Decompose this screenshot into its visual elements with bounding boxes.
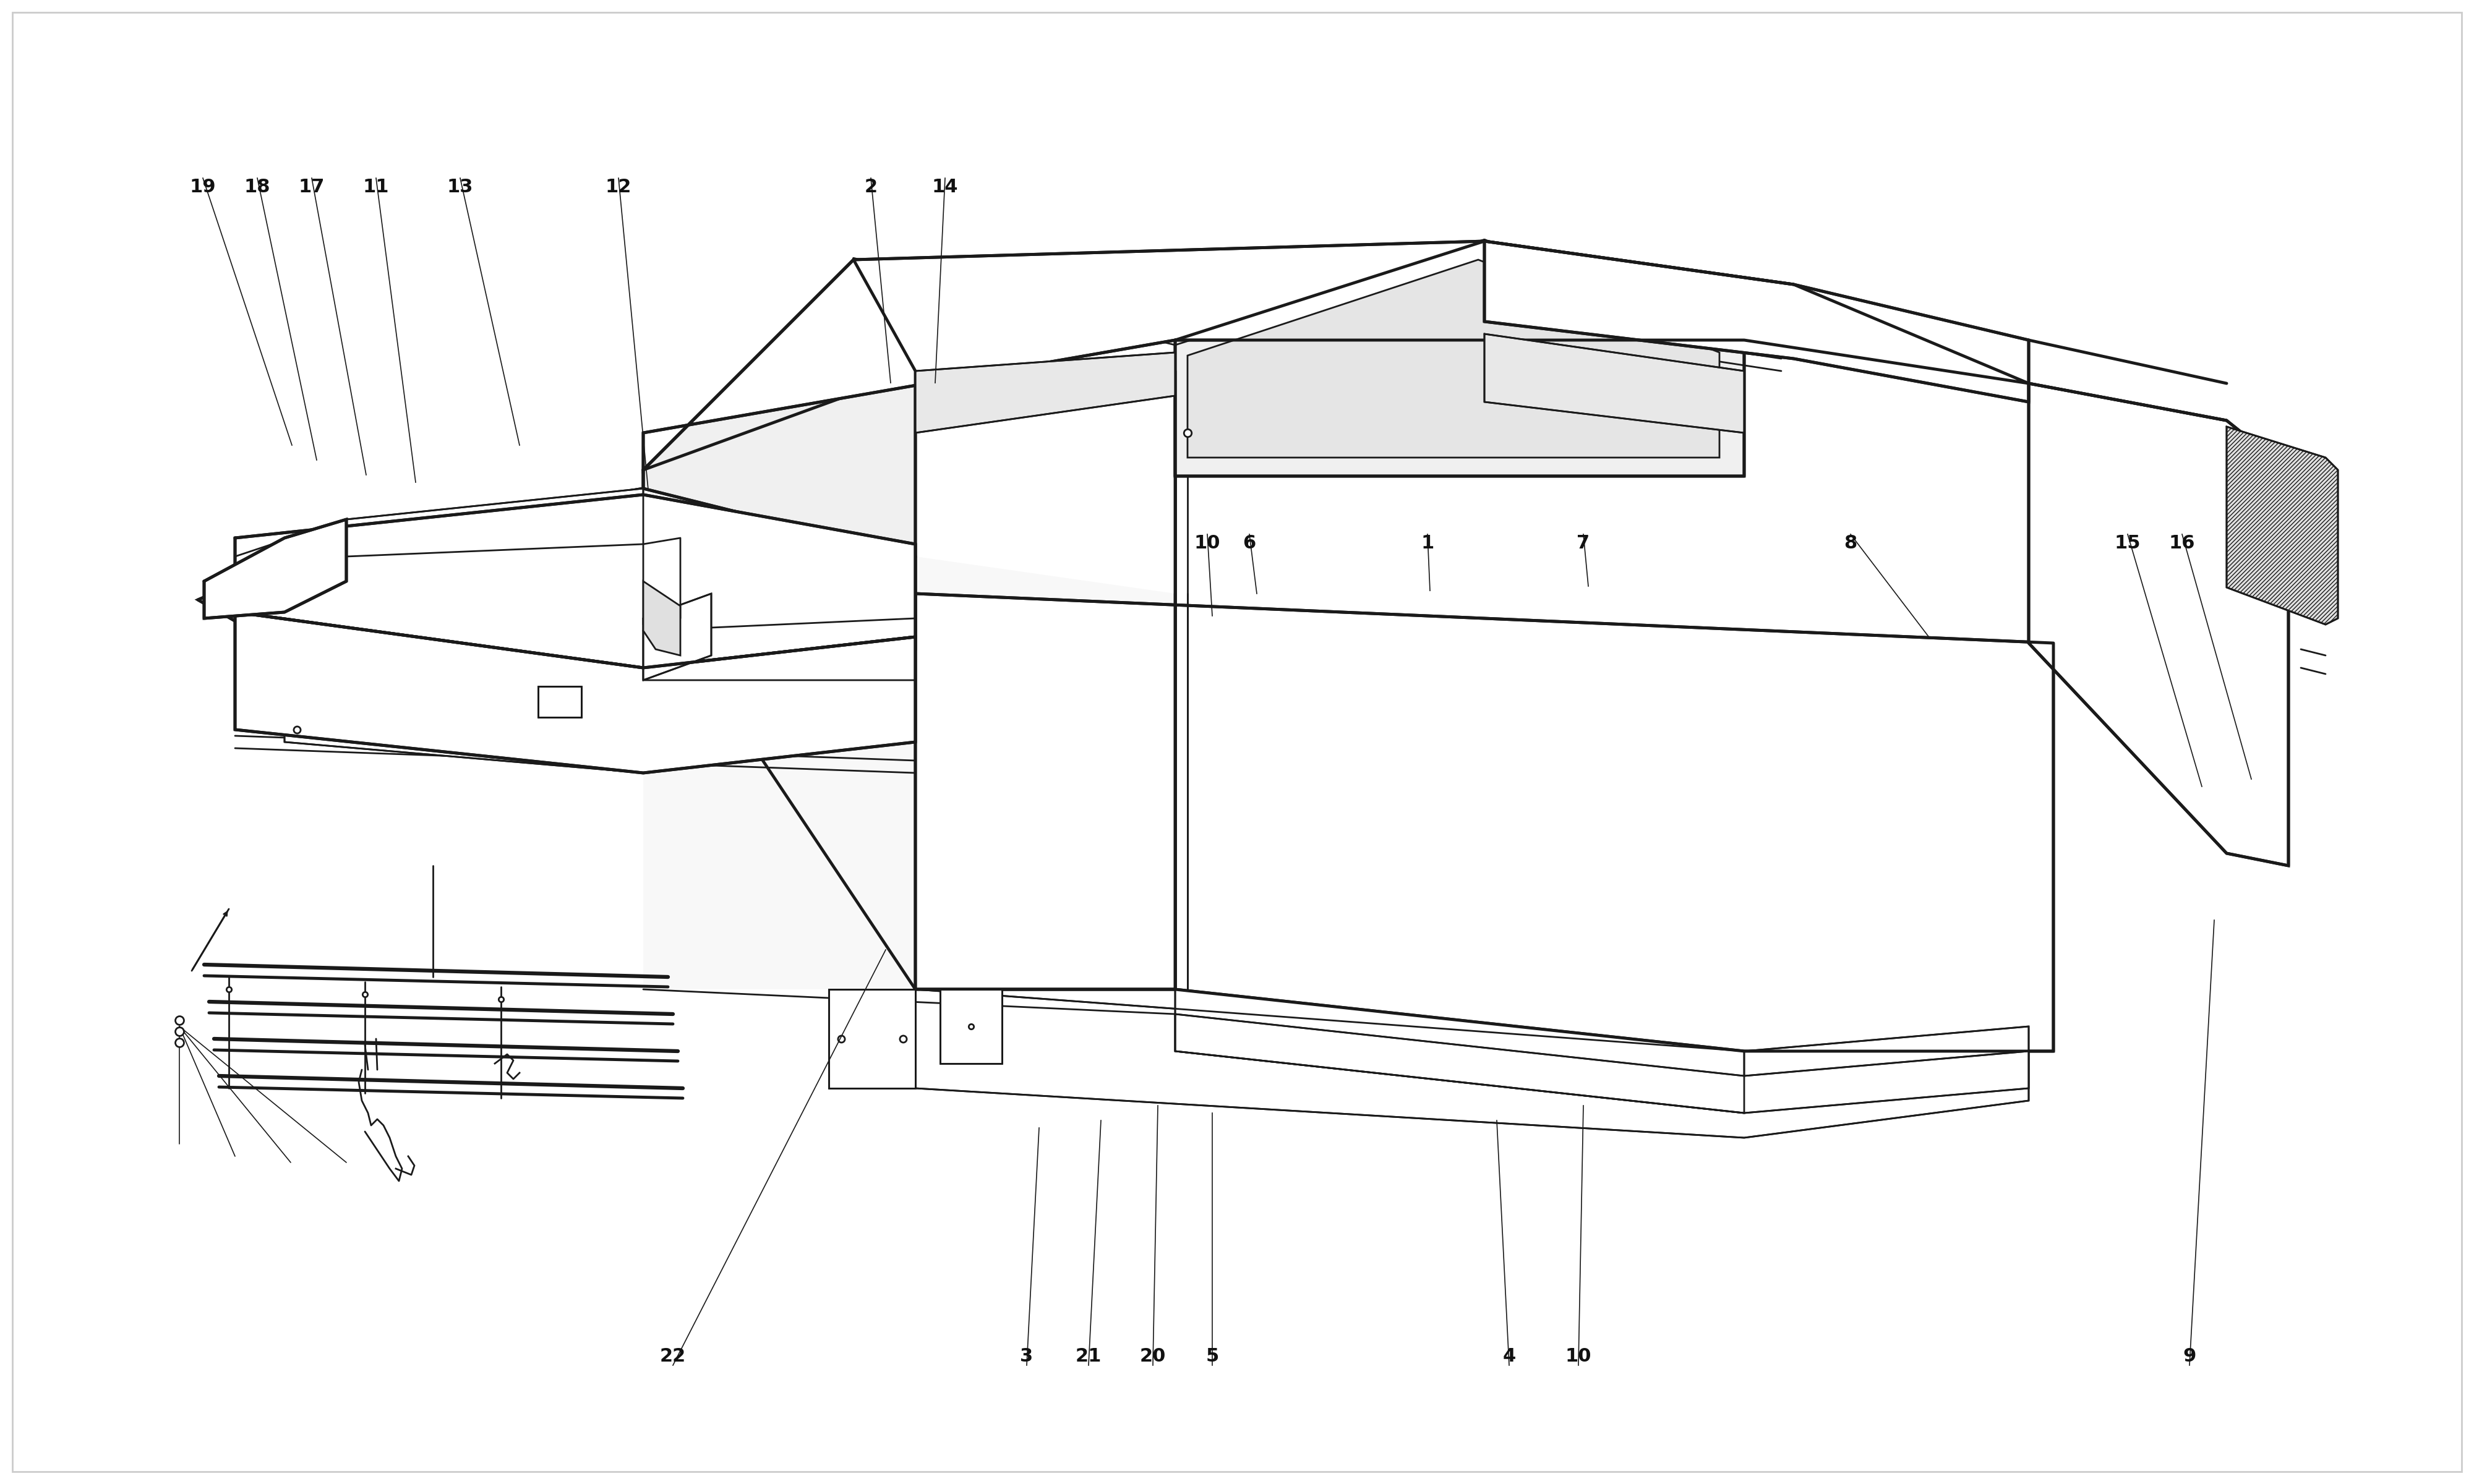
Polygon shape bbox=[2227, 427, 2338, 625]
Text: 17: 17 bbox=[299, 178, 324, 196]
Polygon shape bbox=[643, 556, 1175, 990]
Text: 5: 5 bbox=[1205, 1347, 1220, 1365]
Polygon shape bbox=[203, 519, 346, 619]
Text: 2: 2 bbox=[863, 178, 878, 196]
Text: 10: 10 bbox=[1195, 534, 1220, 552]
Text: 12: 12 bbox=[606, 178, 631, 196]
Text: 10: 10 bbox=[1566, 1347, 1591, 1365]
Polygon shape bbox=[643, 537, 680, 625]
Polygon shape bbox=[643, 240, 2029, 470]
Text: 16: 16 bbox=[2170, 534, 2194, 552]
Polygon shape bbox=[539, 686, 581, 717]
Text: 4: 4 bbox=[1502, 1347, 1517, 1365]
Polygon shape bbox=[915, 990, 2029, 1138]
Text: 19: 19 bbox=[190, 178, 215, 196]
Polygon shape bbox=[1484, 334, 1744, 433]
Text: 3: 3 bbox=[1019, 1347, 1034, 1365]
Polygon shape bbox=[235, 494, 915, 668]
Polygon shape bbox=[915, 352, 1175, 433]
Polygon shape bbox=[2029, 383, 2288, 865]
Text: 8: 8 bbox=[1843, 534, 1858, 552]
Polygon shape bbox=[643, 260, 915, 582]
Polygon shape bbox=[198, 488, 915, 680]
Text: 15: 15 bbox=[2115, 534, 2140, 552]
Polygon shape bbox=[285, 650, 915, 773]
Polygon shape bbox=[643, 582, 680, 656]
Text: 14: 14 bbox=[933, 178, 957, 196]
Polygon shape bbox=[1175, 240, 1744, 476]
Text: 9: 9 bbox=[2182, 1347, 2197, 1365]
Polygon shape bbox=[1484, 240, 2029, 402]
Polygon shape bbox=[829, 990, 915, 1088]
Text: 22: 22 bbox=[661, 1347, 685, 1365]
Text: 20: 20 bbox=[1141, 1347, 1165, 1365]
Polygon shape bbox=[1175, 1014, 2029, 1113]
Polygon shape bbox=[1175, 990, 1744, 1113]
Text: 7: 7 bbox=[1576, 534, 1591, 552]
Text: 13: 13 bbox=[448, 178, 473, 196]
Polygon shape bbox=[235, 611, 915, 773]
Text: 1: 1 bbox=[1420, 534, 1435, 552]
Text: 21: 21 bbox=[1076, 1347, 1101, 1365]
Text: 6: 6 bbox=[1242, 534, 1257, 552]
Text: 11: 11 bbox=[364, 178, 388, 196]
Polygon shape bbox=[643, 594, 713, 680]
Text: 18: 18 bbox=[245, 178, 270, 196]
Polygon shape bbox=[915, 594, 2053, 1051]
Polygon shape bbox=[1188, 260, 1719, 457]
Polygon shape bbox=[235, 488, 643, 574]
Polygon shape bbox=[940, 990, 1002, 1064]
Polygon shape bbox=[643, 619, 915, 680]
